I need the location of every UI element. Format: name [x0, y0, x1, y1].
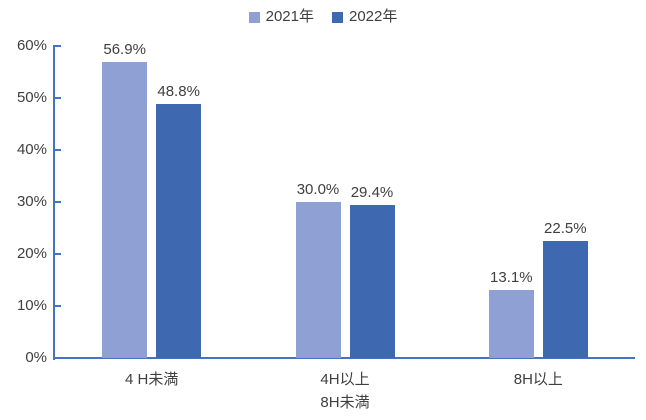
y-axis	[53, 45, 55, 360]
bar-2021-1	[295, 202, 341, 358]
value-label-2021-1: 30.0%	[296, 181, 340, 198]
value-label-2022-1: 29.4%	[350, 184, 394, 202]
bar-2022-1	[349, 205, 395, 358]
value-label-2021-0: 56.9%	[103, 41, 146, 59]
x-axis-label-1: 4H以上 8H未満	[320, 371, 370, 411]
bar-2021-2	[488, 289, 534, 358]
y-axis-tick-50	[55, 97, 61, 99]
bar-2022-2	[542, 241, 588, 358]
legend-item-2021: 2021年	[248, 7, 314, 27]
value-label-2022-0: 48.8%	[157, 83, 200, 101]
y-axis-label-50: 50%	[16, 89, 47, 106]
y-axis-label-20: 20%	[16, 245, 47, 262]
y-axis-label-10: 10%	[16, 297, 47, 314]
y-axis-label-0: 0%	[25, 349, 47, 366]
bar-2022-0	[156, 104, 202, 358]
y-axis-label-60: 60%	[16, 37, 47, 54]
x-axis-label-0: 4 H未満	[124, 371, 179, 388]
x-axis-label-2: 8H以上	[513, 371, 563, 388]
chart-legend: 2021年 2022年	[0, 7, 646, 27]
y-axis-tick-40	[55, 149, 61, 151]
y-axis-tick-30	[55, 201, 61, 203]
y-axis-tick-10	[55, 305, 61, 307]
legend-label-2022: 2022年	[349, 8, 398, 25]
legend-label-2021: 2021年	[265, 8, 314, 25]
y-axis-tick-60	[55, 45, 61, 47]
legend-swatch-2022	[332, 11, 343, 23]
value-label-2022-2: 22.5%	[544, 220, 587, 237]
legend-swatch-2021	[248, 11, 260, 23]
x-axis	[53, 357, 635, 359]
value-label-2021-2: 13.1%	[490, 268, 533, 286]
y-axis-label-40: 40%	[16, 141, 47, 158]
y-axis-label-30: 30%	[16, 193, 47, 210]
bar-2021-0	[102, 62, 148, 358]
legend-item-2022: 2022年	[332, 7, 397, 27]
y-axis-tick-20	[55, 253, 61, 255]
